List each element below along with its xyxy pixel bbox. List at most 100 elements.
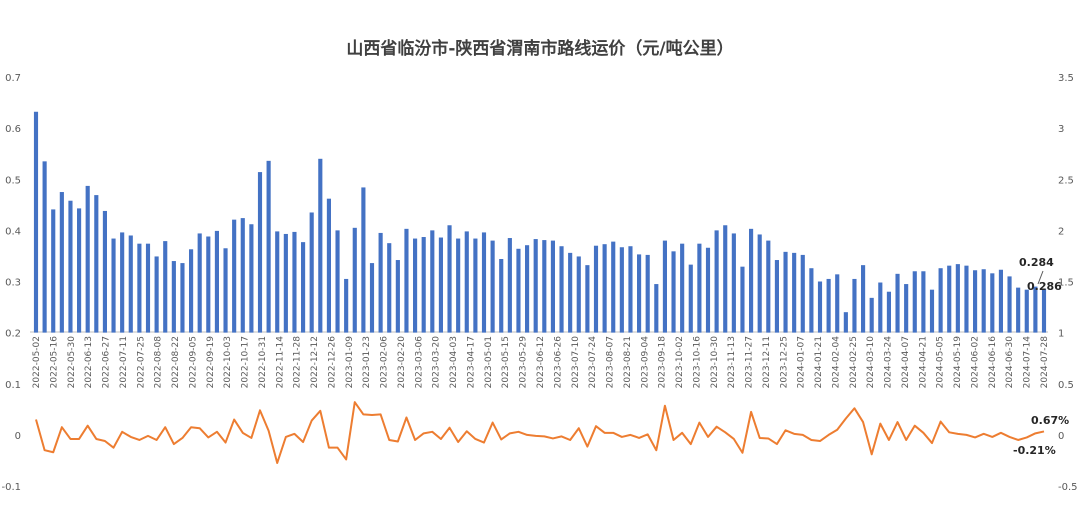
x-tick-label: 2022-08-22	[171, 336, 181, 388]
line-prev-label: -0.21%	[1013, 444, 1056, 457]
bar	[94, 195, 99, 333]
x-tick-label: 2023-10-30	[710, 336, 720, 389]
x-tick-label: 2023-06-12	[536, 336, 546, 388]
x-axis-tick-labels: 2022-05-02 2022-05-16 2022-05-30 2022-06-13…	[32, 336, 1050, 389]
bar	[301, 242, 306, 333]
x-tick-label: 2023-04-03	[449, 336, 459, 388]
x-tick-label: 2023-07-24	[588, 336, 598, 389]
bar	[550, 240, 555, 333]
x-tick-label: 2022-05-30	[67, 336, 77, 389]
bar	[912, 271, 917, 333]
x-tick-label: 2024-03-10	[866, 336, 876, 389]
x-tick-label: 2023-10-02	[675, 336, 685, 388]
bar	[145, 243, 151, 333]
bar	[51, 209, 56, 333]
bar	[1024, 289, 1029, 333]
bar	[395, 260, 400, 333]
right-tick-label: 1.5	[1058, 278, 1074, 289]
bar	[430, 230, 435, 333]
bar	[352, 227, 357, 333]
x-tick-label: 2022-05-16	[49, 336, 59, 389]
bar	[464, 231, 469, 333]
right-tick-label: 3	[1058, 124, 1064, 135]
bar	[318, 158, 323, 333]
bar	[102, 210, 107, 333]
bar	[249, 224, 254, 333]
bar	[326, 198, 331, 333]
x-tick-label: 2024-06-02	[970, 336, 980, 388]
bar	[757, 234, 762, 333]
right-tick-label: 2.5	[1058, 175, 1074, 186]
bar	[697, 243, 702, 333]
x-tick-label: 2022-10-17	[241, 336, 251, 388]
chart-title: 山西省临汾市-陕西省渭南市路线运价（元/吨公里）	[346, 38, 733, 59]
x-tick-label: 2023-02-20	[397, 336, 407, 389]
bar-series	[33, 111, 1047, 333]
bar	[481, 232, 487, 333]
bar	[602, 244, 607, 333]
left-tick-label: -0.1	[1, 482, 21, 493]
bar	[387, 243, 392, 333]
bar	[568, 252, 573, 333]
x-tick-label: 2022-12-12	[310, 336, 320, 388]
bar	[852, 278, 857, 333]
bar	[516, 248, 521, 333]
left-tick-label: 0.1	[5, 380, 21, 391]
bar	[947, 265, 952, 333]
bar	[611, 241, 616, 333]
bar	[163, 241, 168, 333]
bar	[369, 263, 375, 333]
bar	[257, 172, 263, 333]
bar	[499, 259, 504, 333]
bar	[688, 264, 693, 333]
x-tick-label: 2023-05-01	[484, 336, 494, 388]
left-tick-label: 0.2	[5, 329, 21, 340]
bar	[783, 251, 788, 333]
x-tick-label: 2023-03-20	[432, 336, 442, 389]
x-tick-label: 2024-01-21	[814, 336, 824, 388]
left-axis: 0.7 0.6 0.5 0.4 0.3 0.2 0.1 0 -0.1	[1, 73, 21, 493]
bar	[344, 278, 349, 333]
bar	[266, 160, 271, 333]
x-tick-label: 2023-05-29	[519, 336, 529, 389]
x-tick-label: 2022-09-05	[188, 336, 198, 388]
right-tick-label: 0.5	[1058, 380, 1074, 391]
bar	[292, 231, 297, 333]
x-tick-label: 2023-03-06	[414, 336, 424, 389]
bar	[705, 247, 711, 333]
x-tick-label: 2023-04-17	[466, 336, 476, 388]
bar	[456, 238, 461, 333]
x-tick-label: 2022-10-31	[258, 336, 268, 388]
bar	[800, 254, 805, 333]
x-tick-label: 2024-02-25	[849, 336, 859, 388]
bar	[921, 271, 926, 333]
right-tick-label: 0	[1058, 431, 1064, 442]
bar	[662, 240, 667, 333]
left-tick-label: 0.3	[5, 278, 21, 289]
x-tick-label: 2024-01-07	[797, 336, 807, 388]
x-tick-label: 2023-11-27	[745, 336, 755, 388]
bar	[826, 278, 831, 333]
x-tick-label: 2023-09-18	[658, 336, 668, 389]
bar	[473, 238, 478, 333]
bar	[189, 249, 194, 333]
bar	[137, 243, 142, 333]
bar-last-label: 0.284	[1019, 256, 1054, 269]
bar	[507, 238, 512, 333]
x-tick-label: 2023-12-25	[779, 336, 789, 388]
x-tick-label: 2023-06-26	[553, 336, 563, 389]
bar	[774, 260, 779, 333]
bar	[240, 218, 245, 333]
left-tick-label: 0.5	[5, 175, 21, 186]
bar	[835, 274, 840, 333]
bar	[542, 240, 547, 333]
x-tick-label: 2022-10-03	[223, 336, 233, 388]
right-tick-label: 2	[1058, 226, 1064, 237]
x-tick-label: 2023-01-09	[345, 336, 355, 389]
bar	[111, 238, 116, 333]
bar	[438, 237, 443, 333]
x-tick-label: 2023-02-06	[380, 336, 390, 389]
bar	[85, 185, 90, 333]
x-tick-label: 2023-10-16	[692, 336, 702, 389]
bar	[559, 246, 564, 333]
